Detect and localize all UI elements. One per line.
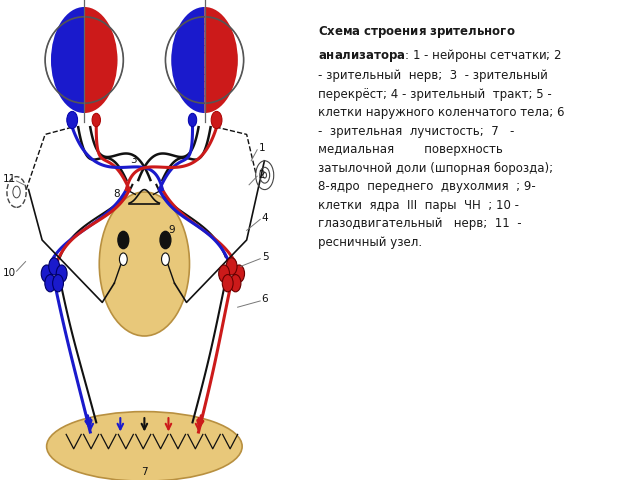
Text: 7: 7 xyxy=(141,467,148,477)
Circle shape xyxy=(41,265,52,282)
Text: 5: 5 xyxy=(262,252,268,262)
Text: 1: 1 xyxy=(259,143,266,153)
Wedge shape xyxy=(172,7,205,113)
Circle shape xyxy=(92,113,100,127)
Ellipse shape xyxy=(47,411,242,480)
Circle shape xyxy=(49,258,60,275)
Wedge shape xyxy=(84,7,118,113)
Circle shape xyxy=(161,253,170,265)
Circle shape xyxy=(234,265,244,282)
Text: 2: 2 xyxy=(259,169,266,180)
Circle shape xyxy=(230,275,241,292)
Text: 10: 10 xyxy=(3,268,16,278)
Text: 9: 9 xyxy=(168,225,175,235)
Text: 11: 11 xyxy=(3,174,16,184)
Wedge shape xyxy=(205,7,238,113)
Text: 8: 8 xyxy=(114,189,120,199)
Circle shape xyxy=(67,111,77,129)
Circle shape xyxy=(160,231,171,249)
Text: 6: 6 xyxy=(262,294,268,304)
Circle shape xyxy=(120,253,127,265)
Text: 4: 4 xyxy=(262,213,268,223)
Circle shape xyxy=(226,258,237,275)
Text: $\bf{Схема\ строения\ зрительного}$
$\bf{анализатора}$: 1 - нейроны сетчатки; 2
: $\bf{Схема\ строения\ зрительного}$ $\bf… xyxy=(317,24,564,249)
Circle shape xyxy=(56,265,67,282)
Circle shape xyxy=(211,111,222,129)
Wedge shape xyxy=(51,7,84,113)
Circle shape xyxy=(52,275,63,292)
Circle shape xyxy=(118,231,129,249)
Circle shape xyxy=(219,265,230,282)
Circle shape xyxy=(222,275,233,292)
Ellipse shape xyxy=(99,192,189,336)
Text: 3: 3 xyxy=(130,155,137,165)
Circle shape xyxy=(188,113,196,127)
Circle shape xyxy=(45,275,56,292)
